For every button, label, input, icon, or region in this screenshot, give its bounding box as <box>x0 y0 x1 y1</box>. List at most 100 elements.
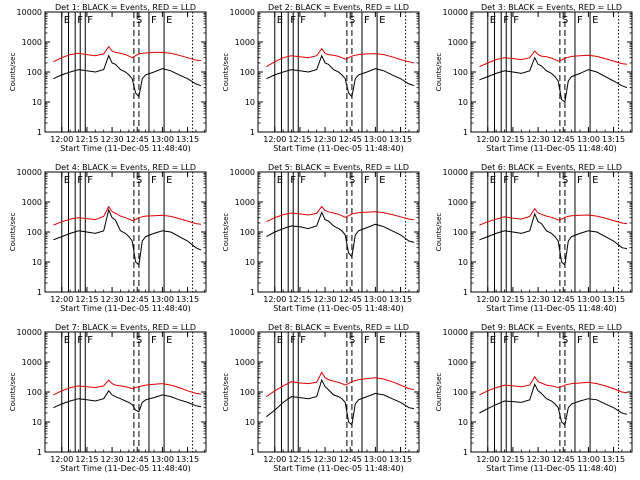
marker-label: E <box>166 335 172 346</box>
panel-2: Det 2: BLACK = Events, RED = LLD 1 10 100 10… <box>222 3 420 153</box>
x-axis-title: Start Time (11-Dec-05 11:48:40) <box>486 464 617 473</box>
x-tick-label: 13:15 <box>176 135 199 144</box>
x-tick-label: 13:00 <box>364 295 387 304</box>
marker-label: F <box>513 15 519 26</box>
y-axis-title: Counts/sec <box>435 53 443 92</box>
y-tick-label: 1000 <box>235 198 255 207</box>
y-tick-label: 1000 <box>448 198 468 207</box>
panel-9: Det 9: BLACK = Events, RED = LLD 1 10 100 10… <box>435 323 633 473</box>
panel-title: Det 5: BLACK = Events, RED = LLD <box>268 163 409 172</box>
y-tick-label: 100 <box>27 388 42 397</box>
x-tick-label: 12:15 <box>288 295 311 304</box>
y-tick-label: 1 <box>250 448 255 457</box>
x-axis-title: Start Time (11-Dec-05 11:48:40) <box>273 464 404 473</box>
x-tick-label: 13:15 <box>176 455 199 464</box>
x-axis-title: Start Time (11-Dec-05 11:48:40) <box>486 304 617 313</box>
x-tick-label: 13:00 <box>577 295 600 304</box>
marker-label: F <box>151 335 157 346</box>
x-tick-label: 12:30 <box>101 455 124 464</box>
y-tick-label: 100 <box>240 228 255 237</box>
y-tick-label: 10000 <box>443 328 468 337</box>
y-tick-label: 1000 <box>22 358 42 367</box>
marker-label: F <box>87 15 93 26</box>
plot-frame <box>470 171 633 293</box>
marker-label: F <box>577 175 583 186</box>
x-tick-label: 12:45 <box>126 455 149 464</box>
x-tick-label: 12:30 <box>314 295 337 304</box>
x-tick-label: 13:15 <box>602 135 625 144</box>
x-tick-label: 12:15 <box>75 295 98 304</box>
marker-label: F <box>364 335 370 346</box>
marker-label: F <box>300 335 306 346</box>
x-tick-label: 12:45 <box>339 135 362 144</box>
x-axis-title: Start Time (11-Dec-05 11:48:40) <box>60 304 191 313</box>
marker-label: S <box>562 335 568 346</box>
events-series-line <box>53 389 202 413</box>
x-tick-label: 12:00 <box>50 295 73 304</box>
x-tick-label: 12:15 <box>75 455 98 464</box>
y-tick-label: 1000 <box>448 358 468 367</box>
x-tick-label: 12:45 <box>339 455 362 464</box>
lld-series-line <box>479 375 628 396</box>
marker-label: F <box>577 15 583 26</box>
x-tick-label: 12:00 <box>50 135 73 144</box>
marker-label: S <box>562 15 568 26</box>
marker-label: S <box>562 175 568 186</box>
x-tick-label: 13:00 <box>151 135 174 144</box>
marker-label: E <box>277 175 283 186</box>
plot-frame <box>44 331 207 453</box>
y-axis-title: Counts/sec <box>9 53 17 92</box>
lld-series-line <box>53 205 202 226</box>
x-tick-label: 13:00 <box>577 455 600 464</box>
y-tick-label: 100 <box>453 388 468 397</box>
panel-8: Det 8: BLACK = Events, RED = LLD 1 10 100 10… <box>222 323 420 473</box>
y-tick-label: 10000 <box>443 168 468 177</box>
x-tick-label: 13:15 <box>602 295 625 304</box>
marker-label: E <box>490 335 496 346</box>
panel-title: Det 2: BLACK = Events, RED = LLD <box>268 3 409 12</box>
panel-1: Det 1: BLACK = Events, RED = LLD 1 10 100 10… <box>9 3 207 153</box>
marker-label: F <box>513 175 519 186</box>
events-series-line <box>266 211 415 258</box>
panel-title: Det 4: BLACK = Events, RED = LLD <box>55 163 196 172</box>
lld-series-line <box>266 371 415 398</box>
events-series-line <box>479 383 628 426</box>
events-series-line <box>266 54 415 98</box>
events-series-line <box>53 208 202 266</box>
y-tick-label: 1000 <box>235 358 255 367</box>
y-axis-title: Counts/sec <box>9 373 17 412</box>
x-tick-label: 13:00 <box>577 135 600 144</box>
marker-label: E <box>277 335 283 346</box>
marker-label: F <box>364 15 370 26</box>
marker-label: F <box>151 15 157 26</box>
events-series-line <box>479 56 628 103</box>
events-series-line <box>479 212 628 266</box>
y-axis-title: Counts/sec <box>222 213 230 252</box>
y-tick-label: 10000 <box>443 8 468 17</box>
y-axis-title: Counts/sec <box>9 213 17 252</box>
y-tick-label: 1 <box>37 448 42 457</box>
marker-label: E <box>490 175 496 186</box>
y-tick-label: 1 <box>37 288 42 297</box>
plot-frame <box>470 331 633 453</box>
panel-4: Det 4: BLACK = Events, RED = LLD 1 10 100 10… <box>9 163 207 313</box>
x-tick-label: 12:30 <box>314 135 337 144</box>
y-tick-label: 100 <box>453 228 468 237</box>
y-axis-title: Counts/sec <box>435 213 443 252</box>
x-tick-label: 12:30 <box>527 455 550 464</box>
marker-label: E <box>490 15 496 26</box>
marker-label: E <box>379 175 385 186</box>
lld-series-line <box>53 45 202 63</box>
y-tick-label: 1000 <box>235 38 255 47</box>
y-tick-label: 100 <box>27 228 42 237</box>
x-axis-title: Start Time (11-Dec-05 11:48:40) <box>273 304 404 313</box>
panel-3: Det 3: BLACK = Events, RED = LLD 1 10 100 10… <box>435 3 633 153</box>
panel-title: Det 8: BLACK = Events, RED = LLD <box>268 323 409 332</box>
x-tick-label: 12:30 <box>527 295 550 304</box>
panel-6: Det 6: BLACK = Events, RED = LLD 1 10 100 10… <box>435 163 633 313</box>
x-tick-label: 12:30 <box>101 135 124 144</box>
x-tick-label: 12:45 <box>126 295 149 304</box>
y-tick-label: 10 <box>458 418 468 427</box>
y-tick-label: 1 <box>250 128 255 137</box>
